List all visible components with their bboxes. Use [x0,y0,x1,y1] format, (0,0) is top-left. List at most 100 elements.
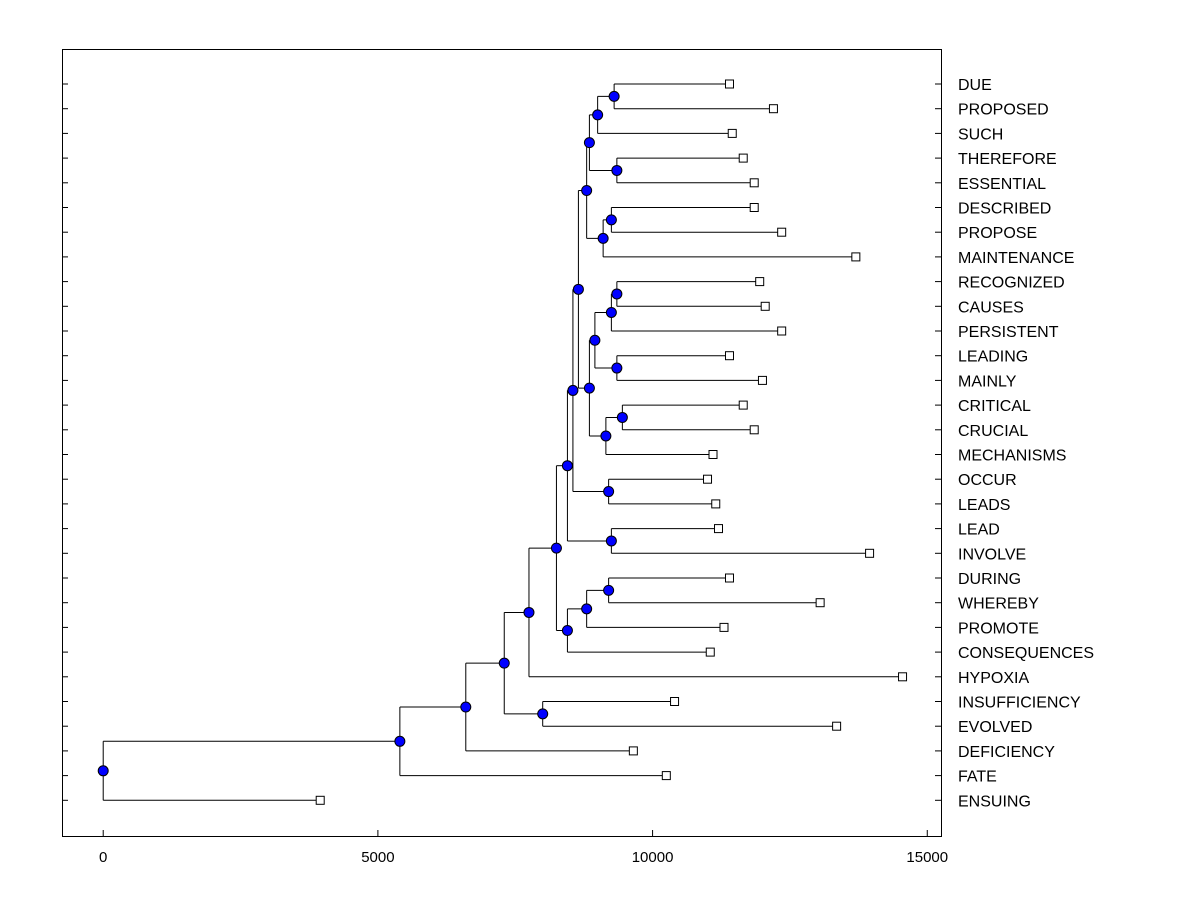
leaf-marker [865,548,875,558]
leaf-marker [832,721,842,731]
leaf-marker [738,153,748,163]
merge-node [592,109,604,121]
merge-node [589,334,601,346]
merge-node [561,624,573,636]
leaf-marker [757,375,767,385]
leaf-marker [714,524,724,534]
leaf-marker [851,252,861,262]
merge-node [583,137,595,149]
leaf-label: PROPOSED [958,102,1049,119]
leaf-label: PROMOTE [958,620,1039,637]
leaf-label: MECHANISMS [958,448,1066,465]
leaf-marker [724,79,734,89]
leaf-marker [727,128,737,138]
leaf-label: DURING [958,571,1021,588]
leaf-marker [768,104,778,114]
leaf-label: WHEREBY [958,596,1039,613]
leaf-marker [661,771,671,781]
leaf-label: CRUCIAL [958,423,1028,440]
merge-node [600,430,612,442]
leaf-label: EVOLVED [958,719,1032,736]
leaf-marker [777,227,787,237]
merge-node [523,606,535,618]
merge-node [611,362,623,374]
merge-node [597,232,609,244]
x-tick-label: 5000 [361,849,394,866]
plot-frame [62,49,942,837]
leaf-label: THEREFORE [958,151,1057,168]
leaf-label: CAUSES [958,299,1024,316]
leaf-marker [724,573,734,583]
leaf-marker [724,351,734,361]
merge-node [572,283,584,295]
leaf-marker [711,499,721,509]
leaf-label: CONSEQUENCES [958,645,1094,662]
x-tick-label: 15000 [906,849,948,866]
merge-node [603,486,615,498]
leaf-labels: DUE PROPOSED SUCH THEREFORE ESSENTIAL DESCRIB… [958,77,1094,810]
leaf-marker [898,672,908,682]
merge-node [567,384,579,396]
merge-node [583,382,595,394]
leaf-label: FATE [958,769,997,786]
leaf-label: DEFICIENCY [958,744,1055,761]
leaf-marker [777,326,787,336]
merge-node-markers [97,90,628,777]
leaf-marker [628,746,638,756]
leaf-marker [670,697,680,706]
leaf-label: LEADS [958,497,1010,514]
merge-node [498,657,510,669]
leaf-marker [760,301,770,311]
leaf-marker [815,598,825,608]
leaf-label: LEADING [958,349,1028,366]
merge-node [608,90,620,102]
leaf-marker [755,277,765,287]
merge-node [605,306,617,318]
merge-node [605,535,617,547]
x-axis: 0 5000 10000 15000 [99,830,948,866]
leaf-label: MAINLY [958,373,1017,390]
leaf-markers [315,79,908,805]
leaf-label: CRITICAL [958,398,1031,415]
leaf-label: SUCH [958,126,1003,143]
merge-node [537,708,549,720]
leaf-label: MAINTENANCE [958,250,1074,267]
leaf-label: ESSENTIAL [958,176,1046,193]
leaf-marker [708,450,718,459]
leaf-label: OCCUR [958,472,1017,489]
leaf-label: INVOLVE [958,546,1026,563]
tree-branches [102,83,903,801]
merge-node [97,765,109,777]
leaf-marker [719,622,729,632]
leaf-marker [738,400,748,410]
leaf-label: INSUFFICIENCY [958,695,1081,712]
merge-node [611,164,623,176]
merge-node [581,185,593,197]
x-tick-label: 0 [99,849,107,866]
leaf-label: LEAD [958,522,1000,539]
leaf-label: PERSISTENT [958,324,1059,341]
leaf-marker [703,474,713,484]
merge-node [603,584,615,596]
leaf-label: PROPOSE [958,225,1037,242]
merge-node [611,288,623,300]
merge-node [605,214,617,226]
merge-node [581,603,593,615]
leaf-label: DESCRIBED [958,201,1051,218]
merge-node [394,735,406,747]
leaf-label: HYPOXIA [958,670,1029,687]
leaf-label: ENSUING [958,793,1031,810]
merge-node [616,411,628,423]
leaf-label: DUE [958,77,992,94]
leaf-label: RECOGNIZED [958,275,1065,292]
leaf-marker [315,795,325,805]
x-tick-label: 10000 [632,849,674,866]
merge-node [460,701,472,713]
leaf-marker [705,647,715,657]
leaf-marker [749,203,759,212]
y-axis-ticks [62,83,941,801]
leaf-marker [749,178,759,188]
leaf-marker [749,425,759,435]
merge-node [550,542,562,554]
